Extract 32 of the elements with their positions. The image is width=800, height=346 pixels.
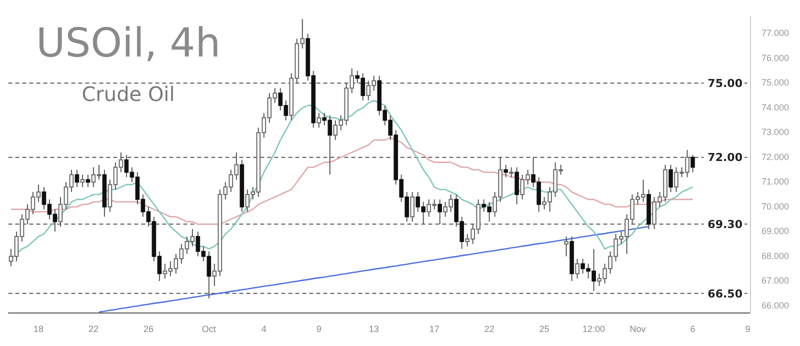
x-tick-label: 4 (261, 324, 266, 334)
ref-line-label: 69.30 (708, 218, 743, 232)
x-tick-label: Nov (630, 324, 646, 334)
ref-line-label: 75.00 (708, 77, 743, 90)
x-tick-label: Oct (202, 324, 216, 334)
y-tick-label: 75.000 (761, 78, 790, 88)
x-tick-label: 9 (745, 324, 750, 334)
y-tick-label: 77.000 (761, 28, 790, 38)
y-tick-label: 74.000 (761, 102, 790, 112)
x-tick-label: 18 (33, 324, 44, 334)
x-tick-label: 9 (316, 324, 322, 334)
ref-line-label: 66.50 (708, 287, 743, 300)
chart-title: USOil, 4h (36, 20, 221, 66)
y-tick-label: 70.000 (761, 201, 790, 212)
y-tick-label: 71.000 (761, 176, 790, 187)
y-tick-label: 73.000 (761, 127, 790, 138)
x-tick-label: 12:00 (582, 324, 606, 334)
x-tick-label: 22 (484, 324, 494, 334)
ref-line-label: 72.00 (708, 151, 743, 164)
x-tick-label: 13 (368, 324, 379, 334)
y-tick-label: 66.000 (761, 300, 790, 310)
x-tick-label: 17 (429, 324, 440, 334)
text: Crude Oil (82, 82, 175, 106)
x-tick-label: 6 (690, 324, 696, 334)
x-tick-label: 26 (143, 324, 154, 334)
y-tick-label: 67.000 (761, 276, 790, 286)
y-tick-label: 69.000 (761, 226, 790, 236)
x-tick-label: 22 (88, 324, 98, 334)
y-tick-label: 68.000 (761, 250, 790, 261)
y-tick-label: 76.000 (761, 52, 790, 63)
y-tick-label: 72.000 (761, 152, 790, 162)
x-tick-label: 25 (539, 324, 550, 334)
